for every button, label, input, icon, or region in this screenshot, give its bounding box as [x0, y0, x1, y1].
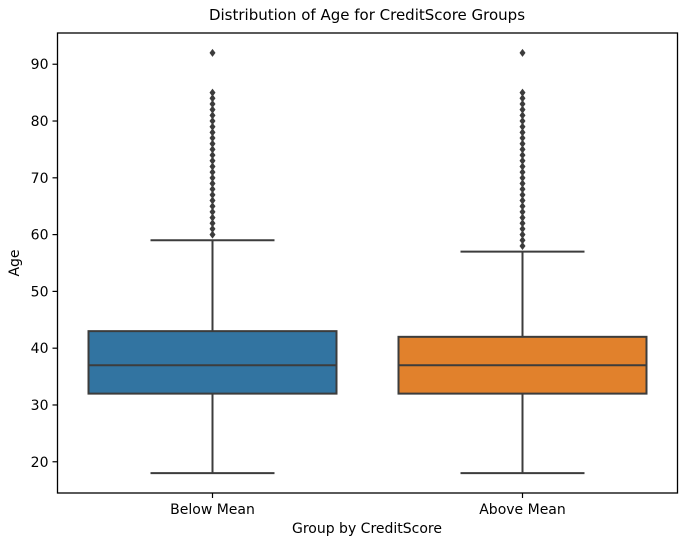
- outlier-diamond-below-mean: [209, 151, 216, 160]
- outlier-diamond-above-mean: [519, 105, 526, 114]
- outlier-diamond-below-mean: [209, 207, 216, 216]
- outlier-diamond-below-mean: [209, 111, 216, 120]
- outlier-diamond-below-mean: [209, 145, 216, 154]
- outlier-diamond-above-mean: [519, 99, 526, 108]
- outlier-diamond-above-mean: [519, 151, 526, 160]
- y-tick-label: 20: [31, 455, 49, 471]
- outlier-diamond-above-mean: [519, 213, 526, 222]
- outlier-diamond-below-mean: [209, 94, 216, 103]
- outlier-diamond-above-mean: [519, 134, 526, 143]
- outlier-diamond-below-mean: [209, 117, 216, 126]
- y-tick-label: 90: [31, 57, 49, 73]
- outlier-diamond-above-mean: [519, 241, 526, 250]
- outlier-diamond-above-mean: [519, 219, 526, 228]
- outlier-diamond-above-mean: [519, 162, 526, 171]
- outlier-diamond-above-mean: [519, 236, 526, 245]
- outlier-diamond-above-mean: [519, 122, 526, 131]
- outlier-diamond-below-mean: [209, 162, 216, 171]
- outlier-diamond-below-mean: [209, 88, 216, 97]
- outlier-diamond-above-mean: [519, 185, 526, 194]
- outlier-diamond-above-mean: [519, 168, 526, 177]
- outlier-diamond-below-mean: [209, 185, 216, 194]
- outlier-diamond-below-mean: [209, 105, 216, 114]
- outlier-diamond-above-mean: [519, 202, 526, 211]
- outlier-diamond-above-mean: [519, 190, 526, 199]
- outlier-diamond-below-mean: [209, 122, 216, 131]
- chart-title: Distribution of Age for CreditScore Grou…: [208, 6, 526, 24]
- outlier-diamond-above-mean: [519, 156, 526, 165]
- outlier-diamond-above-mean: [519, 230, 526, 239]
- y-tick-label: 40: [31, 341, 49, 357]
- outlier-diamond-above-mean: [519, 224, 526, 233]
- x-tick-label: Above Mean: [479, 502, 566, 518]
- outlier-diamond-below-mean: [209, 139, 216, 148]
- outlier-diamond-below-mean: [209, 134, 216, 143]
- outlier-diamond-above-mean: [519, 88, 526, 97]
- y-tick-label: 50: [31, 284, 49, 300]
- outlier-diamond-below-mean: [209, 128, 216, 137]
- outlier-diamond-below-mean: [209, 173, 216, 182]
- y-tick-label: 60: [31, 228, 49, 244]
- outlier-diamond-below-mean: [209, 48, 216, 57]
- outlier-diamond-below-mean: [209, 190, 216, 199]
- outlier-diamond-below-mean: [209, 202, 216, 211]
- outlier-diamond-above-mean: [519, 128, 526, 137]
- outlier-diamond-above-mean: [519, 173, 526, 182]
- outlier-diamond-below-mean: [209, 230, 216, 239]
- outlier-diamond-below-mean: [209, 156, 216, 165]
- outlier-diamond-below-mean: [209, 224, 216, 233]
- outlier-diamond-below-mean: [209, 196, 216, 205]
- outlier-diamond-above-mean: [519, 196, 526, 205]
- outlier-diamond-above-mean: [519, 117, 526, 126]
- outlier-diamond-above-mean: [519, 94, 526, 103]
- outlier-diamond-above-mean: [519, 139, 526, 148]
- x-axis-label: Group by CreditScore: [291, 521, 442, 537]
- outlier-diamond-below-mean: [209, 213, 216, 222]
- outlier-diamond-above-mean: [519, 207, 526, 216]
- outlier-diamond-below-mean: [209, 219, 216, 228]
- y-tick-label: 80: [31, 114, 49, 130]
- outlier-diamond-above-mean: [519, 111, 526, 120]
- y-tick-label: 70: [31, 171, 49, 187]
- outlier-diamond-below-mean: [209, 168, 216, 177]
- iqr-box-below-mean: [87, 330, 338, 395]
- outlier-diamond-above-mean: [519, 48, 526, 57]
- outlier-diamond-above-mean: [519, 145, 526, 154]
- outlier-diamond-above-mean: [519, 179, 526, 188]
- outlier-diamond-below-mean: [209, 99, 216, 108]
- outlier-diamond-below-mean: [209, 179, 216, 188]
- y-tick-label: 30: [31, 398, 49, 414]
- x-tick-label: Below Mean: [170, 502, 255, 518]
- axes-frame: [56, 32, 679, 494]
